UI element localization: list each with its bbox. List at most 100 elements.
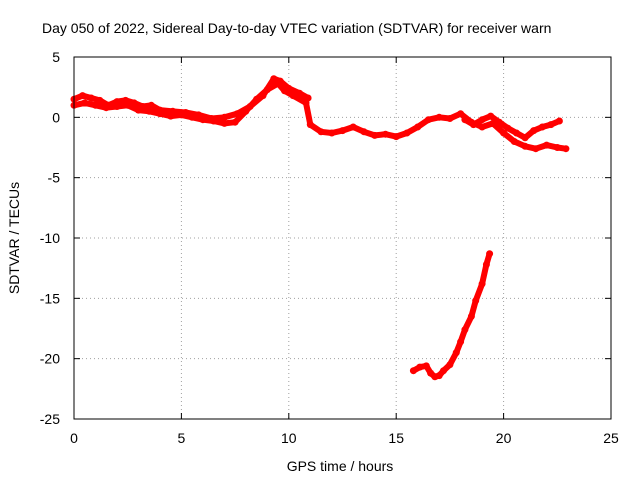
y-tick-label: 0 — [52, 109, 60, 125]
data-point — [371, 131, 379, 139]
y-axis-label: SDTVAR / TECUs — [6, 182, 22, 294]
data-point — [360, 128, 368, 136]
data-point — [543, 141, 551, 149]
data-point — [285, 84, 293, 92]
data-point — [349, 123, 357, 131]
chart-title: Day 050 of 2022, Sidereal Day-to-day VTE… — [42, 20, 551, 36]
data-point — [304, 94, 312, 102]
x-tick-label: 20 — [496, 430, 512, 446]
data-point — [113, 98, 121, 106]
series-lower-arc — [409, 250, 494, 381]
y-tick-label: -15 — [40, 290, 60, 306]
grid — [74, 57, 611, 419]
data-point — [403, 129, 411, 137]
data-point — [296, 89, 303, 97]
data-point — [478, 116, 486, 124]
data-point — [169, 107, 177, 115]
data-point — [504, 124, 512, 132]
data-point — [220, 113, 228, 121]
data-point — [392, 133, 400, 141]
data-point — [195, 111, 203, 119]
data-point — [104, 101, 112, 109]
data-point — [122, 96, 130, 104]
data-point — [231, 118, 239, 126]
data-point — [457, 338, 465, 346]
data-point — [446, 115, 454, 122]
data-point — [562, 145, 570, 153]
data-point — [414, 123, 422, 131]
data-point — [233, 110, 241, 118]
data-point — [467, 312, 475, 320]
series-late-upper — [461, 112, 563, 142]
data-point — [306, 121, 314, 129]
data-point — [495, 118, 503, 126]
data-point — [328, 129, 336, 137]
data-point — [139, 103, 147, 110]
x-axis-label: GPS time / hours — [287, 458, 394, 474]
data-point — [547, 121, 555, 129]
series-line — [410, 250, 493, 380]
x-tick-label: 0 — [70, 430, 78, 446]
data-point — [538, 123, 546, 131]
data-series — [70, 75, 570, 381]
data-point — [513, 129, 520, 137]
data-point — [208, 115, 215, 122]
data-point — [79, 92, 87, 100]
data-point — [461, 116, 469, 124]
data-point — [81, 99, 89, 107]
data-point — [472, 297, 480, 305]
data-point — [457, 110, 465, 118]
data-point — [500, 129, 508, 137]
data-point — [435, 372, 443, 380]
data-point — [87, 94, 95, 102]
y-tick-label: -25 — [40, 411, 60, 427]
data-point — [482, 261, 490, 268]
data-point — [487, 112, 495, 120]
data-point — [182, 109, 190, 116]
data-point — [555, 117, 563, 125]
data-point — [147, 101, 155, 109]
x-tick-label: 10 — [281, 430, 297, 446]
data-point — [92, 101, 99, 109]
data-point — [422, 362, 430, 370]
data-point — [145, 107, 153, 115]
data-point — [276, 77, 284, 85]
data-point — [440, 367, 447, 375]
y-tick-label: 5 — [52, 49, 60, 65]
data-point — [521, 142, 529, 150]
data-point — [486, 250, 494, 258]
data-point — [339, 127, 346, 135]
data-point — [452, 349, 460, 357]
data-point — [317, 128, 325, 136]
data-point — [553, 144, 561, 151]
data-point — [521, 134, 529, 142]
series-upper-branch — [70, 75, 312, 122]
data-point — [424, 116, 432, 124]
data-point — [510, 138, 518, 145]
y-tick-label: -20 — [40, 351, 60, 367]
data-point — [156, 106, 164, 114]
data-point — [416, 363, 424, 371]
y-tick-label: -5 — [48, 170, 61, 186]
data-point — [461, 326, 469, 334]
data-point — [532, 145, 540, 153]
data-point — [246, 103, 254, 110]
data-point — [220, 119, 228, 127]
data-point — [96, 96, 104, 104]
y-tick-label: -10 — [40, 230, 60, 246]
axis-ticks — [73, 56, 612, 420]
data-point — [446, 361, 454, 369]
x-tick-label: 15 — [388, 430, 404, 446]
data-point — [478, 123, 486, 131]
data-point — [409, 367, 417, 375]
data-point — [478, 280, 486, 288]
data-point — [435, 113, 443, 121]
tick-labels: 0 5 10 15 20 25 5 0 -5 -10 -15 -20 -25 — [40, 49, 619, 446]
data-point — [470, 121, 477, 129]
data-point — [270, 75, 278, 83]
data-point — [259, 92, 267, 100]
data-point — [382, 130, 389, 138]
x-tick-label: 5 — [178, 430, 186, 446]
